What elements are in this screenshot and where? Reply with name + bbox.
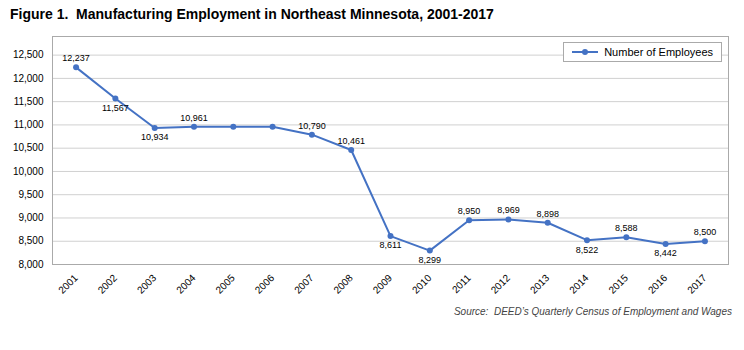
svg-text:9,000: 9,000 [18,212,43,223]
svg-text:12,000: 12,000 [13,73,44,84]
svg-text:8,500: 8,500 [694,227,717,237]
svg-text:2001: 2001 [56,272,80,296]
svg-text:11,567: 11,567 [102,103,129,113]
svg-text:2008: 2008 [331,272,355,296]
svg-text:8,950: 8,950 [458,206,481,216]
svg-text:8,588: 8,588 [615,223,638,233]
svg-text:2004: 2004 [174,272,198,296]
svg-text:8,442: 8,442 [654,248,677,258]
svg-text:10,790: 10,790 [298,121,326,131]
svg-text:2006: 2006 [253,272,277,296]
svg-text:8,500: 8,500 [18,235,43,246]
svg-text:9,500: 9,500 [18,189,43,200]
svg-text:10,934: 10,934 [141,132,169,142]
svg-text:10,961: 10,961 [180,113,208,123]
svg-text:2002: 2002 [96,272,120,296]
html-text:Source: DEED’s Quarterly Censu: Source: DEED’s Quarterly Census of Emplo… [453,306,732,317]
svg-text:2014: 2014 [567,272,591,296]
svg-text:8,898: 8,898 [536,209,559,219]
svg-text:2005: 2005 [213,272,237,296]
html-text:Number of Employees: Number of Employees [604,46,713,58]
svg-text:11,500: 11,500 [14,96,44,107]
svg-text:8,611: 8,611 [380,240,402,250]
svg-text:2010: 2010 [410,272,434,296]
svg-text:12,500: 12,500 [13,49,44,60]
svg-text:11,000: 11,000 [14,119,44,130]
svg-text:10,500: 10,500 [13,142,44,153]
html-text:Figure 1. Manufacturing Employ: Figure 1. Manufacturing Employment in No… [10,6,494,22]
svg-text:10,000: 10,000 [13,166,44,177]
svg-text:8,299: 8,299 [419,255,442,265]
svg-text:12,237: 12,237 [62,53,90,63]
svg-text:2015: 2015 [606,272,630,296]
svg-text:2009: 2009 [371,272,395,296]
svg-text:2017: 2017 [685,272,709,296]
svg-text:2007: 2007 [292,272,316,296]
svg-text:2016: 2016 [646,272,670,296]
svg-text:2013: 2013 [528,272,552,296]
svg-text:8,000: 8,000 [18,259,43,270]
svg-text:2003: 2003 [135,272,159,296]
svg-text:8,969: 8,969 [497,205,520,215]
svg-text:8,522: 8,522 [576,245,599,255]
svg-text:10,461: 10,461 [337,136,365,146]
svg-text:2012: 2012 [489,272,513,296]
svg-text:2011: 2011 [450,272,473,295]
